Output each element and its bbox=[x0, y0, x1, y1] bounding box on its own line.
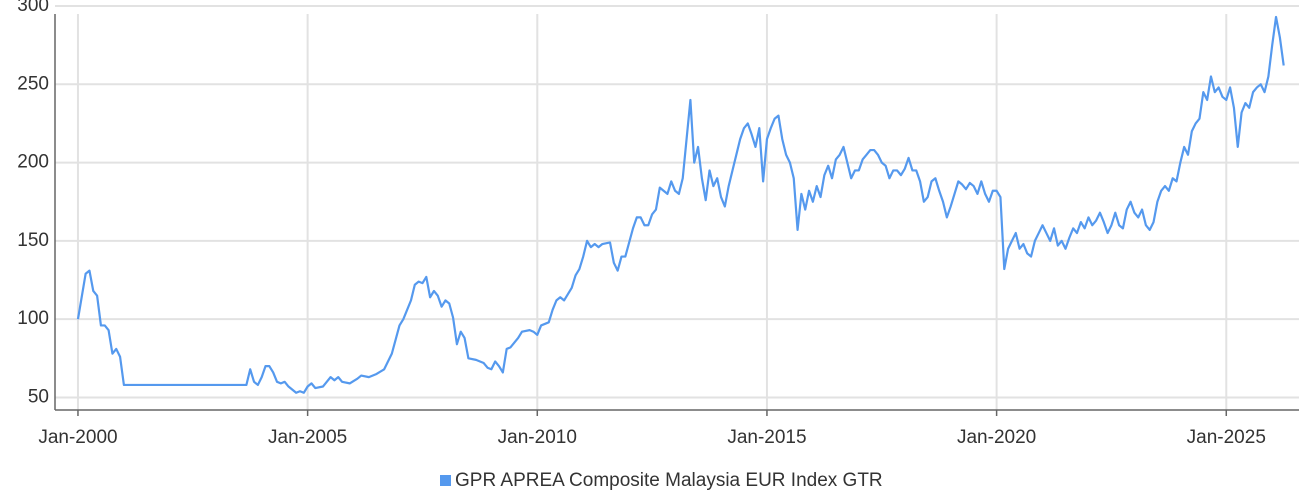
y-tick-label: 50 bbox=[28, 386, 49, 407]
x-tick-label: Jan-2005 bbox=[268, 427, 347, 448]
legend-swatch bbox=[440, 475, 451, 486]
x-tick-label: Jan-2010 bbox=[498, 427, 577, 448]
line-series bbox=[76, 15, 1285, 394]
y-tick-label: 300 bbox=[17, 0, 49, 16]
legend-label: GPR APREA Composite Malaysia EUR Index G… bbox=[455, 470, 883, 491]
y-tick-label: 200 bbox=[17, 152, 49, 173]
x-tick-label: Jan-2000 bbox=[38, 427, 117, 448]
x-tick-label: Jan-2020 bbox=[957, 427, 1036, 448]
y-tick-label: 150 bbox=[17, 230, 49, 251]
legend: GPR APREA Composite Malaysia EUR Index G… bbox=[440, 470, 883, 491]
y-tick-label: 100 bbox=[17, 308, 49, 329]
y-tick-label: 250 bbox=[17, 73, 49, 94]
x-tick-label: Jan-2025 bbox=[1187, 427, 1266, 448]
x-tick-label: Jan-2015 bbox=[727, 427, 806, 448]
